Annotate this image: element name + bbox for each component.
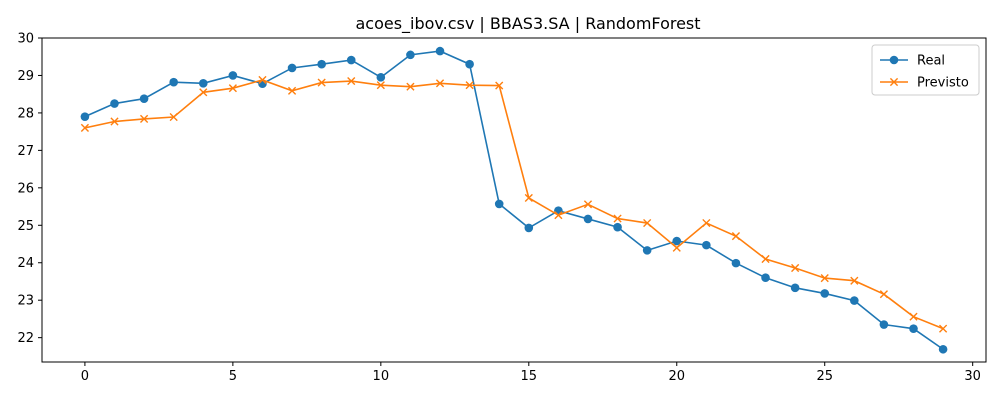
data-point xyxy=(346,55,356,65)
data-point xyxy=(406,82,415,91)
data-point xyxy=(790,283,800,293)
data-point xyxy=(287,86,297,95)
y-tick-label: 27 xyxy=(17,144,34,159)
data-point xyxy=(110,117,119,126)
data-point xyxy=(850,276,859,285)
data-point xyxy=(347,76,356,86)
data-point xyxy=(672,236,682,246)
series-layer xyxy=(80,46,948,354)
data-point xyxy=(80,123,90,132)
x-tick-label: 10 xyxy=(373,369,390,384)
y-tick-label: 25 xyxy=(17,219,34,234)
data-point xyxy=(583,214,593,224)
data-point xyxy=(820,274,829,283)
data-point xyxy=(672,243,681,252)
data-point xyxy=(583,200,593,209)
data-point xyxy=(139,94,149,103)
data-point xyxy=(702,218,711,228)
data-point xyxy=(110,99,119,108)
x-tick-label: 5 xyxy=(229,369,237,384)
data-point xyxy=(702,240,711,250)
data-point xyxy=(494,199,504,209)
series-previsto xyxy=(80,75,948,333)
x-tick-label: 20 xyxy=(668,369,685,384)
data-point xyxy=(287,63,297,73)
data-point xyxy=(761,273,770,283)
chart-title: acoes_ibov.csv | BBAS3.SA | RandomForest xyxy=(355,14,700,34)
legend-item: Real xyxy=(880,54,945,69)
legend-marker xyxy=(889,77,899,87)
data-point xyxy=(465,81,474,90)
x-axis: 0 5 10 15 20 25 30 xyxy=(81,362,981,384)
data-point xyxy=(228,71,238,80)
data-point xyxy=(376,73,386,82)
data-point xyxy=(761,254,770,264)
data-point xyxy=(643,218,652,228)
data-point xyxy=(554,211,563,220)
data-point xyxy=(879,320,889,329)
data-point xyxy=(909,312,918,321)
data-point xyxy=(938,324,948,333)
y-axis: 22 23 24 25 26 27 28 29 30 xyxy=(17,32,42,346)
y-tick-label: 30 xyxy=(17,32,34,47)
data-point xyxy=(850,296,859,305)
x-tick-label: 15 xyxy=(521,369,538,384)
legend-item: Previsto xyxy=(880,76,969,91)
series-line xyxy=(84,79,944,330)
data-point xyxy=(169,112,178,122)
y-tick-label: 22 xyxy=(17,331,34,346)
data-point xyxy=(731,232,741,241)
data-point xyxy=(465,59,474,69)
data-point xyxy=(317,59,326,69)
data-point xyxy=(376,81,385,90)
legend-marker xyxy=(889,55,899,65)
data-point xyxy=(524,193,533,203)
data-point xyxy=(820,289,830,298)
data-point xyxy=(139,114,149,124)
data-point xyxy=(642,246,652,255)
data-point xyxy=(495,81,504,90)
data-point xyxy=(938,344,948,354)
legend-label: Previsto xyxy=(917,76,969,91)
y-tick-label: 23 xyxy=(17,294,34,309)
y-tick-label: 29 xyxy=(17,69,34,84)
data-point xyxy=(258,75,267,85)
data-point xyxy=(228,84,237,93)
x-tick-label: 30 xyxy=(964,369,981,384)
y-tick-label: 24 xyxy=(17,256,34,271)
data-point xyxy=(199,88,208,97)
data-point xyxy=(879,290,889,299)
data-point xyxy=(909,324,918,333)
data-point xyxy=(317,78,326,87)
x-tick-label: 25 xyxy=(816,369,833,384)
x-tick-label: 0 xyxy=(81,369,89,384)
plot-area xyxy=(41,37,987,363)
data-point xyxy=(406,50,415,60)
data-point xyxy=(731,258,741,268)
data-point xyxy=(524,223,534,233)
data-point xyxy=(169,77,178,87)
series-real xyxy=(80,46,948,354)
legend-label: Real xyxy=(917,54,945,69)
legend: Real Previsto xyxy=(871,44,980,96)
data-point xyxy=(791,263,800,273)
data-point xyxy=(80,112,90,121)
y-tick-label: 28 xyxy=(17,106,34,121)
data-point xyxy=(613,222,622,232)
data-point xyxy=(435,79,445,88)
data-point xyxy=(435,46,445,56)
series-line xyxy=(84,50,944,350)
y-tick-label: 26 xyxy=(17,181,34,196)
data-point xyxy=(198,79,208,88)
data-point xyxy=(613,214,622,223)
